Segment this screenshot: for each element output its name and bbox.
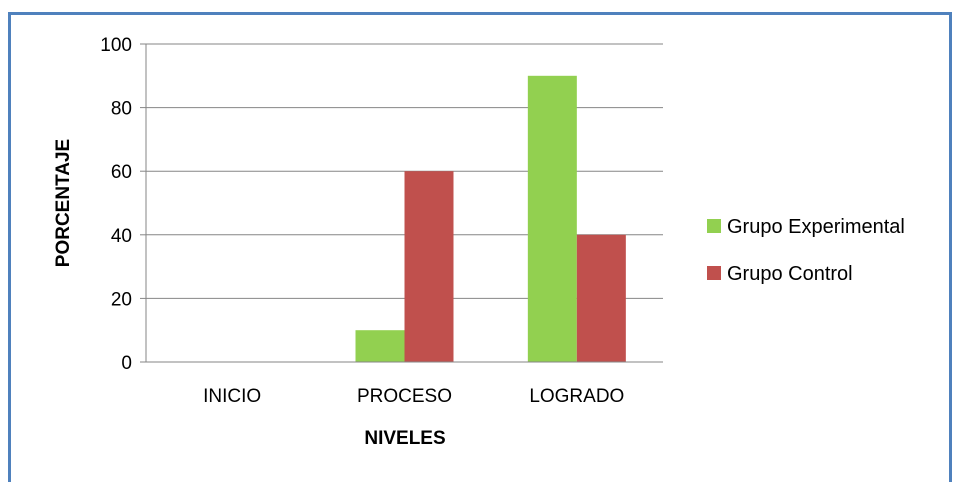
chart-frame [8, 12, 952, 482]
legend-swatch-control [707, 266, 721, 280]
x-tick-label: LOGRADO [529, 386, 624, 407]
y-tick-label: 100 [100, 35, 132, 56]
legend-label-control: Grupo Control [727, 263, 853, 285]
bar-logrado-experimental [527, 75, 577, 363]
y-tick-labels: 0 20 40 60 80 100 [100, 35, 132, 374]
bars [355, 75, 626, 363]
bar-proceso-experimental [355, 330, 405, 362]
y-axis-title: PORCENTAJE [53, 139, 74, 267]
legend: Grupo Experimental Grupo Control [707, 216, 905, 285]
axes [140, 43, 663, 363]
x-tick-label: INICIO [203, 386, 261, 407]
bar-proceso-control [404, 171, 454, 362]
legend-item-experimental: Grupo Experimental [707, 216, 905, 238]
x-tick-label: PROCESO [357, 386, 452, 407]
y-tick-label: 20 [111, 289, 132, 310]
y-tick-label: 40 [111, 226, 132, 247]
y-tick-label: 0 [121, 353, 132, 374]
x-tick-labels: INICIO PROCESO LOGRADO [203, 386, 624, 407]
legend-label-experimental: Grupo Experimental [727, 216, 905, 238]
bar-logrado-control [576, 234, 626, 362]
x-axis-title: NIVELES [364, 428, 445, 449]
y-tick-label: 80 [111, 99, 132, 120]
legend-swatch-experimental [707, 219, 721, 233]
legend-item-control: Grupo Control [707, 263, 853, 285]
y-tick-label: 60 [111, 162, 132, 183]
